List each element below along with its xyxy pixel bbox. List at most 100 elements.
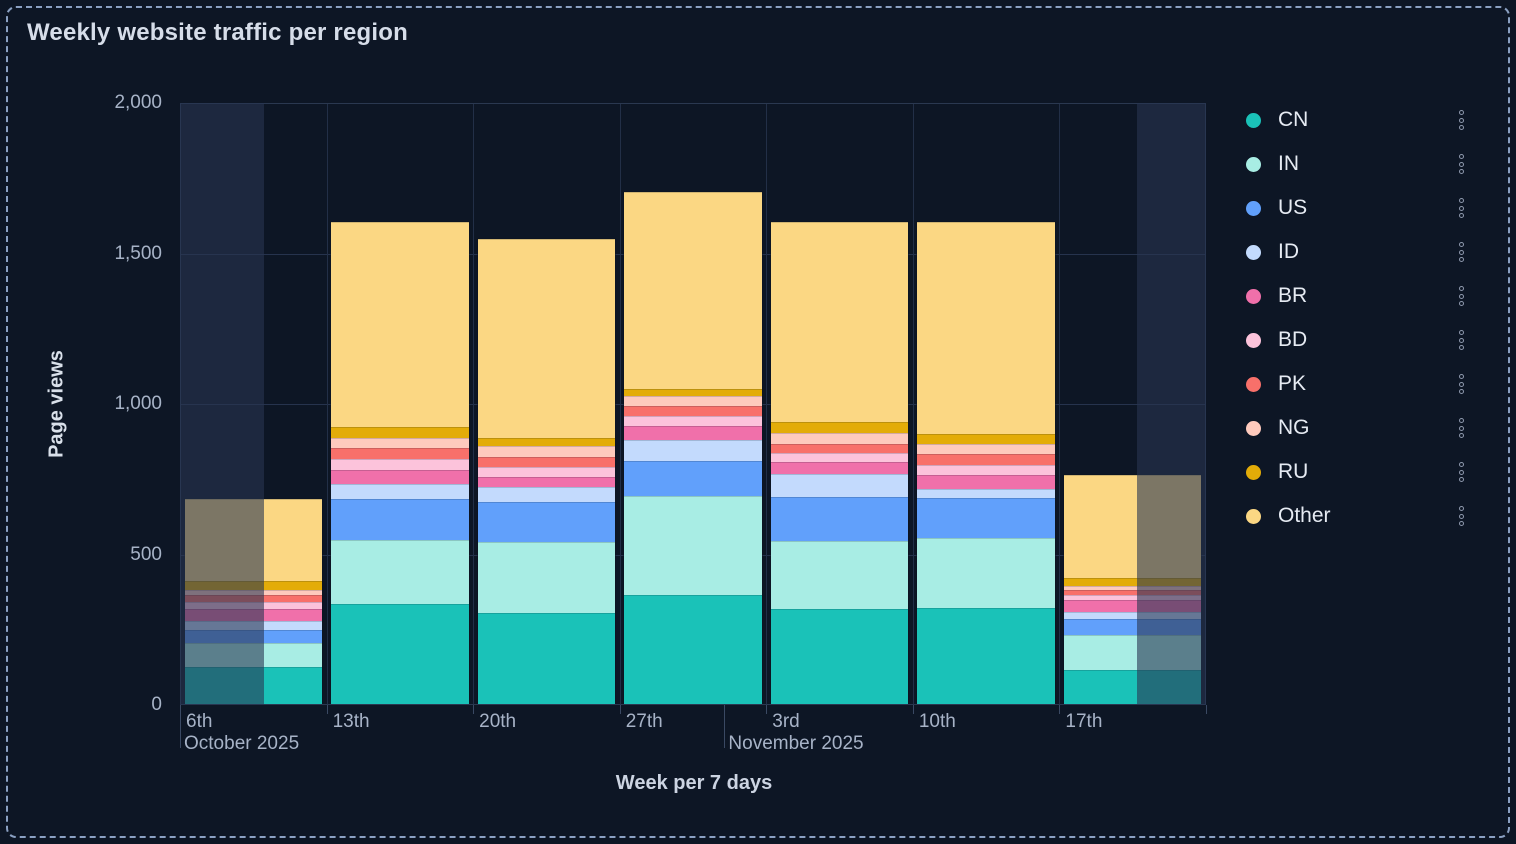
kebab-menu-icon[interactable] — [1457, 459, 1466, 486]
bar-segment-BD[interactable] — [770, 453, 909, 462]
bar-segment-US[interactable] — [770, 496, 909, 541]
kebab-menu-icon[interactable] — [1457, 371, 1466, 398]
bar-segment-IN[interactable] — [477, 542, 616, 613]
bar-segment-PK[interactable] — [331, 447, 469, 460]
kebab-menu-icon[interactable] — [1457, 107, 1466, 134]
legend-item-CN[interactable]: CN — [1240, 105, 1476, 135]
bar-segment-ID[interactable] — [624, 440, 762, 461]
bar-segment-PK[interactable] — [770, 444, 909, 454]
bar-segment-IN[interactable] — [331, 539, 469, 604]
bar-segment-CN[interactable] — [917, 607, 1055, 704]
bar-segment-Other[interactable] — [624, 191, 762, 390]
bar-week-10th[interactable] — [916, 220, 1056, 705]
legend-item-NG[interactable]: NG — [1240, 413, 1476, 443]
kebab-menu-icon[interactable] — [1457, 151, 1466, 178]
bar-segment-Other[interactable] — [917, 221, 1055, 435]
kebab-menu-icon[interactable] — [1457, 239, 1466, 266]
bar-segment-US[interactable] — [624, 460, 762, 496]
bar-segment-US[interactable] — [477, 501, 616, 543]
bar-segment-IN[interactable] — [917, 537, 1055, 608]
legend-item-label: NG — [1278, 416, 1310, 439]
gridline-vertical — [1059, 103, 1061, 705]
x-axis-tick — [473, 705, 475, 714]
bar-segment-RU[interactable] — [917, 434, 1055, 444]
kebab-menu-icon[interactable] — [1457, 195, 1466, 222]
bar-segment-Other[interactable] — [331, 221, 469, 427]
bar-segment-RU[interactable] — [331, 426, 469, 438]
x-axis-tick-label: 6th — [186, 711, 213, 732]
bar-segment-BD[interactable] — [477, 467, 616, 478]
bar-week-13th[interactable] — [330, 220, 470, 705]
bar-segment-CN[interactable] — [624, 594, 762, 705]
bar-segment-NG[interactable] — [624, 396, 762, 407]
x-axis-tick-label: 27th — [625, 711, 663, 732]
bar-segment-ID[interactable] — [770, 474, 909, 497]
bar-segment-NG[interactable] — [770, 433, 909, 445]
y-axis-tick-label: 0 — [151, 694, 162, 715]
bar-segment-NG[interactable] — [1063, 585, 1202, 591]
gridline-vertical — [766, 103, 768, 705]
bar-segment-NG[interactable] — [477, 445, 616, 457]
bar-segment-CN[interactable] — [477, 612, 616, 704]
bar-segment-BD[interactable] — [331, 459, 469, 471]
x-axis-tick — [1059, 705, 1061, 714]
legend-item-label: PK — [1278, 372, 1307, 395]
x-axis-tick-label: 17th — [1065, 711, 1103, 732]
bar-segment-BR[interactable] — [331, 470, 469, 484]
bar-segment-RU[interactable] — [770, 421, 909, 434]
bar-segment-PK[interactable] — [477, 456, 616, 468]
chart-title: Weekly website traffic per region — [27, 19, 408, 46]
legend-item-label: IN — [1278, 152, 1299, 175]
bar-segment-IN[interactable] — [770, 540, 909, 610]
legend-item-BD[interactable]: BD — [1240, 325, 1476, 355]
bar-segment-BR[interactable] — [624, 426, 762, 441]
legend-item-US[interactable]: US — [1240, 193, 1476, 223]
bar-week-27th[interactable] — [623, 190, 763, 705]
bar-segment-RU[interactable] — [1063, 578, 1202, 586]
kebab-menu-icon[interactable] — [1457, 283, 1466, 310]
bar-segment-BR[interactable] — [477, 477, 616, 488]
bar-segment-ID[interactable] — [331, 483, 469, 499]
bar-segment-BR[interactable] — [770, 461, 909, 475]
bar-segment-NG[interactable] — [917, 443, 1055, 455]
x-axis-month-tick — [180, 705, 181, 748]
bar-segment-BD[interactable] — [624, 416, 762, 427]
bar-segment-RU[interactable] — [624, 389, 762, 397]
bar-segment-CN[interactable] — [331, 603, 469, 704]
bar-segment-BR[interactable] — [917, 475, 1055, 490]
bar-segment-PK[interactable] — [1063, 590, 1202, 596]
bar-segment-PK[interactable] — [624, 406, 762, 417]
kebab-menu-icon[interactable] — [1457, 327, 1466, 354]
x-axis-tick — [619, 705, 621, 714]
bar-segment-Other[interactable] — [477, 239, 616, 439]
y-axis-tick-label: 500 — [130, 543, 162, 565]
legend-item-RU[interactable]: RU — [1240, 457, 1476, 487]
bar-segment-BD[interactable] — [917, 465, 1055, 476]
bar-segment-Other[interactable] — [770, 221, 909, 422]
legend-item-PK[interactable]: PK — [1240, 369, 1476, 399]
bar-segment-ID[interactable] — [477, 487, 616, 502]
bar-week-20th[interactable] — [476, 238, 617, 705]
bar-segment-NG[interactable] — [331, 437, 469, 448]
x-axis-month-label: October 2025 — [184, 733, 300, 754]
bar-segment-IN[interactable] — [624, 495, 762, 595]
legend-item-Other[interactable]: Other — [1240, 501, 1476, 531]
bar-segment-RU[interactable] — [477, 438, 616, 446]
legend-item-IN[interactable]: IN — [1240, 149, 1476, 179]
x-axis-month-label: November 2025 — [728, 733, 864, 754]
bar-segment-BD[interactable] — [1063, 595, 1202, 600]
bar-segment-ID[interactable] — [1063, 612, 1202, 619]
bar-segment-PK[interactable] — [917, 454, 1055, 466]
bar-segment-CN[interactable] — [770, 609, 909, 704]
legend-color-dot — [1246, 288, 1261, 304]
legend-item-BR[interactable]: BR — [1240, 281, 1476, 311]
bar-week-3rd[interactable] — [769, 220, 910, 705]
bar-segment-US[interactable] — [917, 498, 1055, 538]
kebab-menu-icon[interactable] — [1457, 415, 1466, 442]
gridline-vertical — [912, 103, 914, 705]
kebab-menu-icon[interactable] — [1457, 503, 1466, 530]
legend-item-ID[interactable]: ID — [1240, 237, 1476, 267]
bar-segment-ID[interactable] — [917, 489, 1055, 499]
bar-segment-US[interactable] — [331, 498, 469, 540]
legend-color-dot — [1246, 156, 1261, 172]
